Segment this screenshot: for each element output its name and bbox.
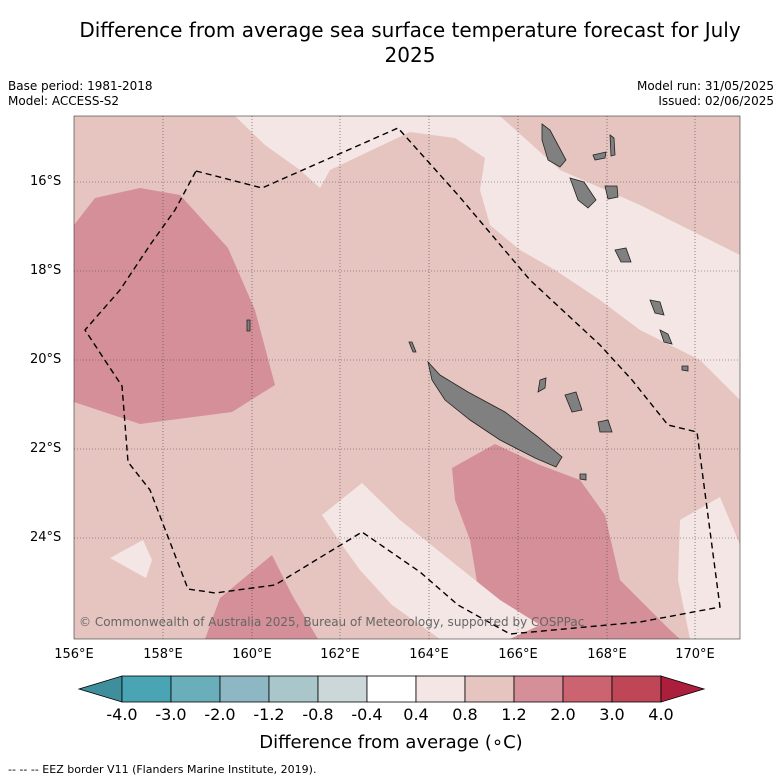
colorbar-swatch bbox=[464, 675, 515, 703]
colorbar-tick: 2.0 bbox=[550, 705, 576, 724]
model-run: Model run: 31/05/2025 bbox=[636, 79, 774, 93]
vanuatu-island-7 bbox=[649, 299, 665, 316]
region-0.4-0.8-southeast bbox=[678, 497, 740, 639]
vanuatu-island-2 bbox=[569, 177, 597, 209]
island-tiny-1 bbox=[408, 341, 417, 353]
colorbar-swatch bbox=[317, 675, 368, 703]
island-far-east bbox=[681, 365, 689, 372]
region-0.4-0.8-small bbox=[110, 540, 152, 578]
colorbar-swatch bbox=[415, 675, 466, 703]
region-1.2-2.0-southwest bbox=[205, 555, 318, 639]
lon-label-162e: 162°E bbox=[320, 647, 360, 662]
map-frame bbox=[73, 115, 741, 640]
colorbar-swatch bbox=[268, 675, 319, 703]
region-1.2-2.0-west bbox=[74, 188, 275, 424]
lon-label-160e: 160°E bbox=[232, 647, 272, 662]
colorbar-swatch bbox=[611, 675, 662, 703]
new-caledonia-island bbox=[427, 360, 563, 468]
island-small-south bbox=[579, 473, 587, 481]
colorbar-tick: 1.2 bbox=[501, 705, 527, 724]
colorbar-swatch bbox=[219, 675, 270, 703]
lon-label-168e: 168°E bbox=[587, 647, 627, 662]
island-west bbox=[246, 319, 251, 332]
colorbar-tick: -4.0 bbox=[106, 705, 138, 724]
colorbar-tick: -0.4 bbox=[351, 705, 383, 724]
vanuatu-island-8 bbox=[659, 329, 673, 345]
colorbar-tick: -0.8 bbox=[302, 705, 334, 724]
base-period: Base period: 1981-2018 bbox=[8, 79, 153, 93]
colorbar-tick: -3.0 bbox=[155, 705, 187, 724]
vanuatu-island-1 bbox=[541, 123, 567, 168]
region-0.4-0.8-south bbox=[322, 483, 540, 639]
grid-lines bbox=[74, 116, 740, 639]
lat-label-24s: 24°S bbox=[30, 530, 62, 545]
model-name: Model: ACCESS-S2 bbox=[8, 94, 120, 108]
loyalty-island-1 bbox=[537, 377, 547, 393]
colorbar-swatch bbox=[513, 675, 564, 703]
colorbar-swatch bbox=[170, 675, 221, 703]
colorbar-extend-high bbox=[660, 675, 706, 703]
vanuatu-island-5 bbox=[604, 185, 619, 200]
lon-label-158e: 158°E bbox=[143, 647, 183, 662]
colorbar-tick: -2.0 bbox=[204, 705, 236, 724]
colorbar-tick: 0.4 bbox=[403, 705, 429, 724]
lat-label-20s: 20°S bbox=[30, 352, 62, 367]
lon-label-166e: 166°E bbox=[498, 647, 538, 662]
region-0.4-0.8-north bbox=[235, 116, 740, 400]
colorbar-tick: 4.0 bbox=[648, 705, 674, 724]
lat-label-18s: 18°S bbox=[30, 263, 62, 278]
land-masses bbox=[246, 123, 689, 481]
issued-date: Issued: 02/06/2025 bbox=[658, 94, 774, 108]
colorbar-swatch bbox=[366, 675, 417, 703]
lon-label-164e: 164°E bbox=[409, 647, 449, 662]
colorbar-swatch bbox=[562, 675, 613, 703]
colorbar-swatch bbox=[121, 675, 172, 703]
colorbar-extend-low bbox=[77, 675, 123, 703]
lon-label-170e: 170°E bbox=[675, 647, 715, 662]
colorbar-tick: -1.2 bbox=[253, 705, 285, 724]
colorbar-tick: 0.8 bbox=[452, 705, 478, 724]
lon-label-156e: 156°E bbox=[54, 647, 94, 662]
lat-label-22s: 22°S bbox=[30, 441, 62, 456]
colorbar-label: Difference from average (∘C) bbox=[259, 732, 523, 753]
copyright-notice: © Commonwealth of Australia 2025, Bureau… bbox=[79, 615, 584, 629]
vanuatu-island-3 bbox=[592, 151, 607, 161]
map-title: Difference from average sea surface temp… bbox=[79, 18, 741, 67]
region-1.2-2.0-southeast bbox=[452, 444, 680, 639]
meta-left: Base period: 1981-2018 Model: ACCESS-S2 bbox=[8, 79, 153, 109]
eez-legend: -- -- -- EEZ border V11 (Flanders Marine… bbox=[8, 763, 317, 776]
loyalty-island-3 bbox=[597, 419, 613, 433]
meta-right: Model run: 31/05/2025 Issued: 02/06/2025 bbox=[637, 79, 774, 109]
vanuatu-island-6 bbox=[614, 247, 632, 263]
region-1.2-2.0-north bbox=[500, 116, 740, 185]
lat-label-16s: 16°S bbox=[30, 174, 62, 189]
vanuatu-island-4 bbox=[609, 134, 616, 157]
loyalty-island-2 bbox=[564, 391, 583, 413]
colorbar-tick: 3.0 bbox=[599, 705, 625, 724]
